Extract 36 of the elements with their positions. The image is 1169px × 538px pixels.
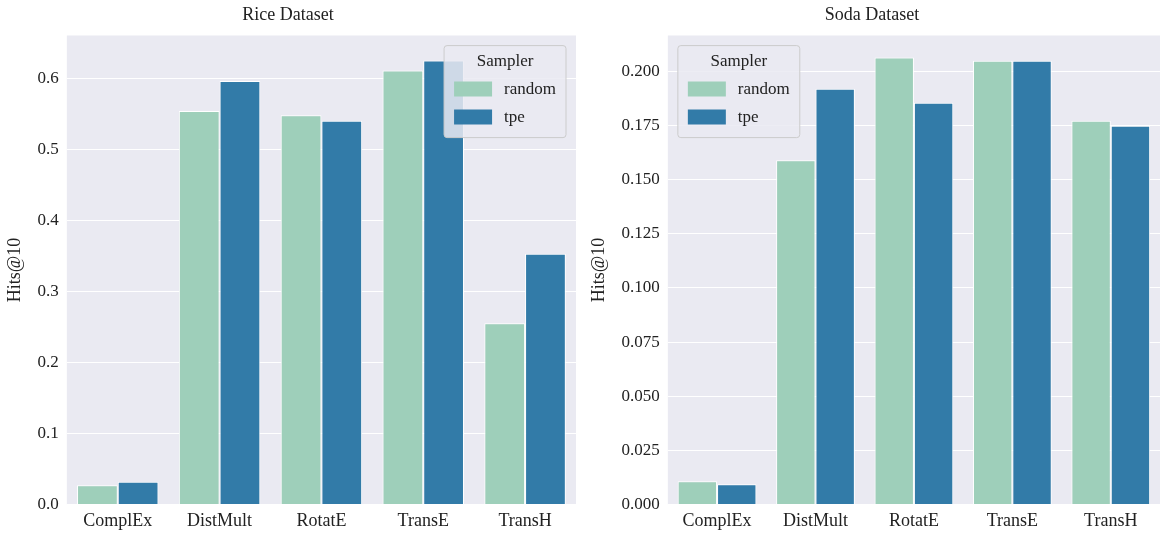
y-tick-label: 0.000 xyxy=(621,493,660,513)
y-tick-label: 0.0 xyxy=(37,493,59,513)
legend-title: Sampler xyxy=(710,51,768,71)
y-tick-label: 0.200 xyxy=(621,61,660,80)
x-tick-label: TransH xyxy=(1084,509,1138,530)
y-tick-label: 0.050 xyxy=(621,385,660,405)
y-tick-label: 0.025 xyxy=(621,439,660,459)
y-tick-label: 0.175 xyxy=(621,115,660,135)
x-tick-label: ComplEx xyxy=(83,509,153,530)
y-tick-label: 0.125 xyxy=(621,223,660,243)
y-tick-label: 0.3 xyxy=(37,280,59,300)
x-tick-label: DistMult xyxy=(782,509,848,530)
x-tick-label: DistMult xyxy=(187,509,253,530)
legend-label: random xyxy=(737,79,790,99)
x-tick-label: TransE xyxy=(986,509,1039,530)
y-tick-label: 0.4 xyxy=(37,209,60,229)
x-tick-label: RotatE xyxy=(296,509,347,530)
y-axis-title: Hits@10 xyxy=(3,237,24,303)
y-tick-label: 0.1 xyxy=(37,422,59,442)
legend-label: random xyxy=(504,79,557,99)
x-tick-label: TransE xyxy=(397,509,449,530)
y-tick-label: 0.150 xyxy=(621,169,660,189)
x-tick-label: RotatE xyxy=(888,509,939,530)
y-tick-label: 0.100 xyxy=(621,277,660,297)
y-axis-title: Hits@10 xyxy=(587,237,608,303)
y-tick-label: 0.2 xyxy=(37,351,59,371)
legend-label: tpe xyxy=(504,107,525,127)
x-tick-label: ComplEx xyxy=(682,509,752,530)
chart-title: Soda Dataset xyxy=(824,3,920,24)
x-tick-label: TransH xyxy=(498,509,552,530)
y-tick-label: 0.5 xyxy=(37,138,59,158)
legend-title: Sampler xyxy=(476,51,534,71)
legend-label: tpe xyxy=(737,107,759,127)
chart-title: Rice Dataset xyxy=(242,3,334,24)
y-tick-label: 0.6 xyxy=(37,67,59,87)
y-tick-label: 0.075 xyxy=(621,331,660,351)
